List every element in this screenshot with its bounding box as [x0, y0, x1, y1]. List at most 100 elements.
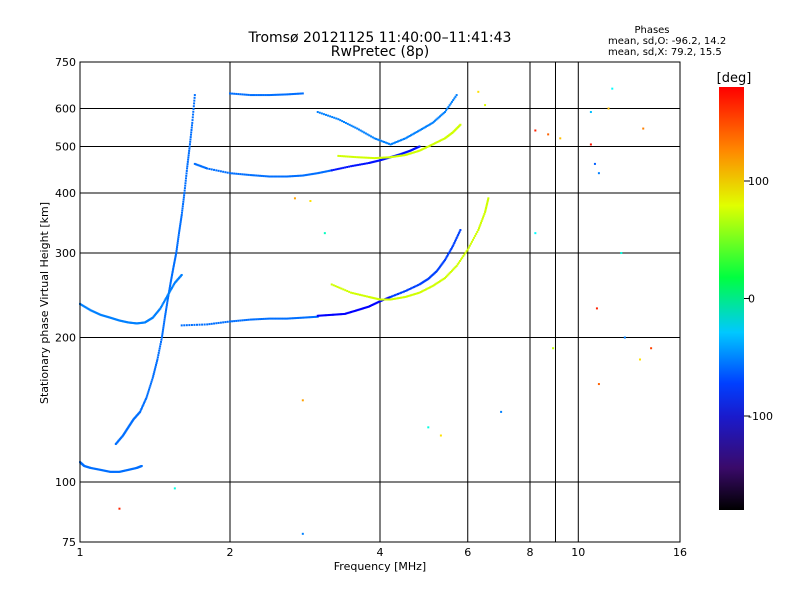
data-point [165, 303, 168, 306]
data-point [266, 94, 269, 97]
y-tick-label: 600 [55, 103, 76, 116]
data-point [404, 295, 407, 298]
data-point [193, 102, 196, 105]
data-point [288, 317, 291, 320]
data-point [243, 173, 246, 176]
data-point [193, 96, 196, 99]
data-point [343, 155, 346, 158]
data-point [166, 298, 169, 301]
data-point [293, 92, 296, 95]
data-point [287, 317, 290, 320]
data-point [210, 322, 213, 325]
data-point [153, 369, 156, 372]
data-point [167, 292, 170, 295]
data-point [189, 140, 192, 143]
scatter-point [301, 399, 304, 402]
data-point [485, 204, 488, 207]
data-point [249, 94, 252, 97]
data-point [188, 324, 191, 327]
data-point [404, 290, 407, 293]
data-point [404, 154, 407, 157]
data-point [357, 308, 360, 311]
data-point [143, 400, 146, 403]
data-point [304, 174, 307, 177]
data-point [402, 290, 405, 293]
data-point [400, 139, 403, 142]
data-point [343, 312, 346, 315]
data-point [438, 115, 441, 118]
data-point [447, 273, 450, 276]
data-point [331, 116, 334, 119]
data-point [379, 156, 382, 159]
data-point [298, 92, 301, 95]
data-point [371, 157, 374, 160]
data-point [90, 467, 93, 470]
data-point [92, 310, 95, 313]
data-point [320, 171, 323, 174]
data-point [434, 283, 437, 286]
data-point [257, 94, 260, 97]
x-tick-label: 4 [377, 546, 384, 559]
data-point [434, 119, 437, 122]
data-point [297, 174, 300, 177]
data-point [151, 376, 154, 379]
data-point [285, 317, 288, 320]
data-point [312, 172, 315, 175]
data-point [95, 468, 98, 471]
data-point [322, 171, 325, 174]
data-point [173, 260, 176, 263]
data-point [165, 307, 168, 310]
data-point [217, 321, 220, 324]
data-point [369, 296, 372, 299]
data-point [380, 299, 383, 302]
data-point [436, 269, 439, 272]
data-point [186, 167, 189, 170]
data-point [179, 223, 182, 226]
data-point [459, 123, 462, 126]
data-point [179, 224, 182, 227]
data-point [396, 154, 399, 157]
data-point [306, 173, 309, 176]
data-point [301, 174, 304, 177]
data-point [160, 336, 163, 339]
data-point [450, 247, 453, 250]
data-point [398, 292, 401, 295]
data-point [149, 382, 152, 385]
data-point [400, 296, 403, 299]
data-point [186, 160, 189, 163]
data-point [357, 128, 360, 131]
data-point [180, 324, 183, 327]
data-point [447, 252, 450, 255]
data-point [410, 152, 413, 155]
data-point [338, 286, 341, 289]
data-point [180, 214, 183, 217]
data-point [386, 156, 389, 159]
data-point [155, 363, 158, 366]
data-point [186, 163, 189, 166]
data-point [439, 265, 442, 268]
data-point [257, 174, 260, 177]
data-point [381, 140, 384, 143]
data-point [417, 284, 420, 287]
data-point [282, 175, 285, 178]
data-point [359, 293, 362, 296]
data-point [193, 323, 196, 326]
data-point [369, 161, 372, 164]
data-point [98, 313, 101, 316]
data-point [309, 173, 312, 176]
data-point [159, 340, 162, 343]
data-point [155, 360, 158, 363]
data-point [377, 298, 380, 301]
data-point [260, 94, 263, 97]
data-point [400, 154, 403, 157]
data-point [177, 232, 180, 235]
data-point [243, 319, 246, 322]
data-point [394, 155, 397, 158]
data-point [146, 394, 149, 397]
data-point [374, 297, 377, 300]
data-point [407, 135, 410, 138]
scatter-point [439, 434, 442, 437]
data-point [372, 160, 375, 163]
data-point [304, 316, 307, 319]
data-point [363, 131, 366, 134]
